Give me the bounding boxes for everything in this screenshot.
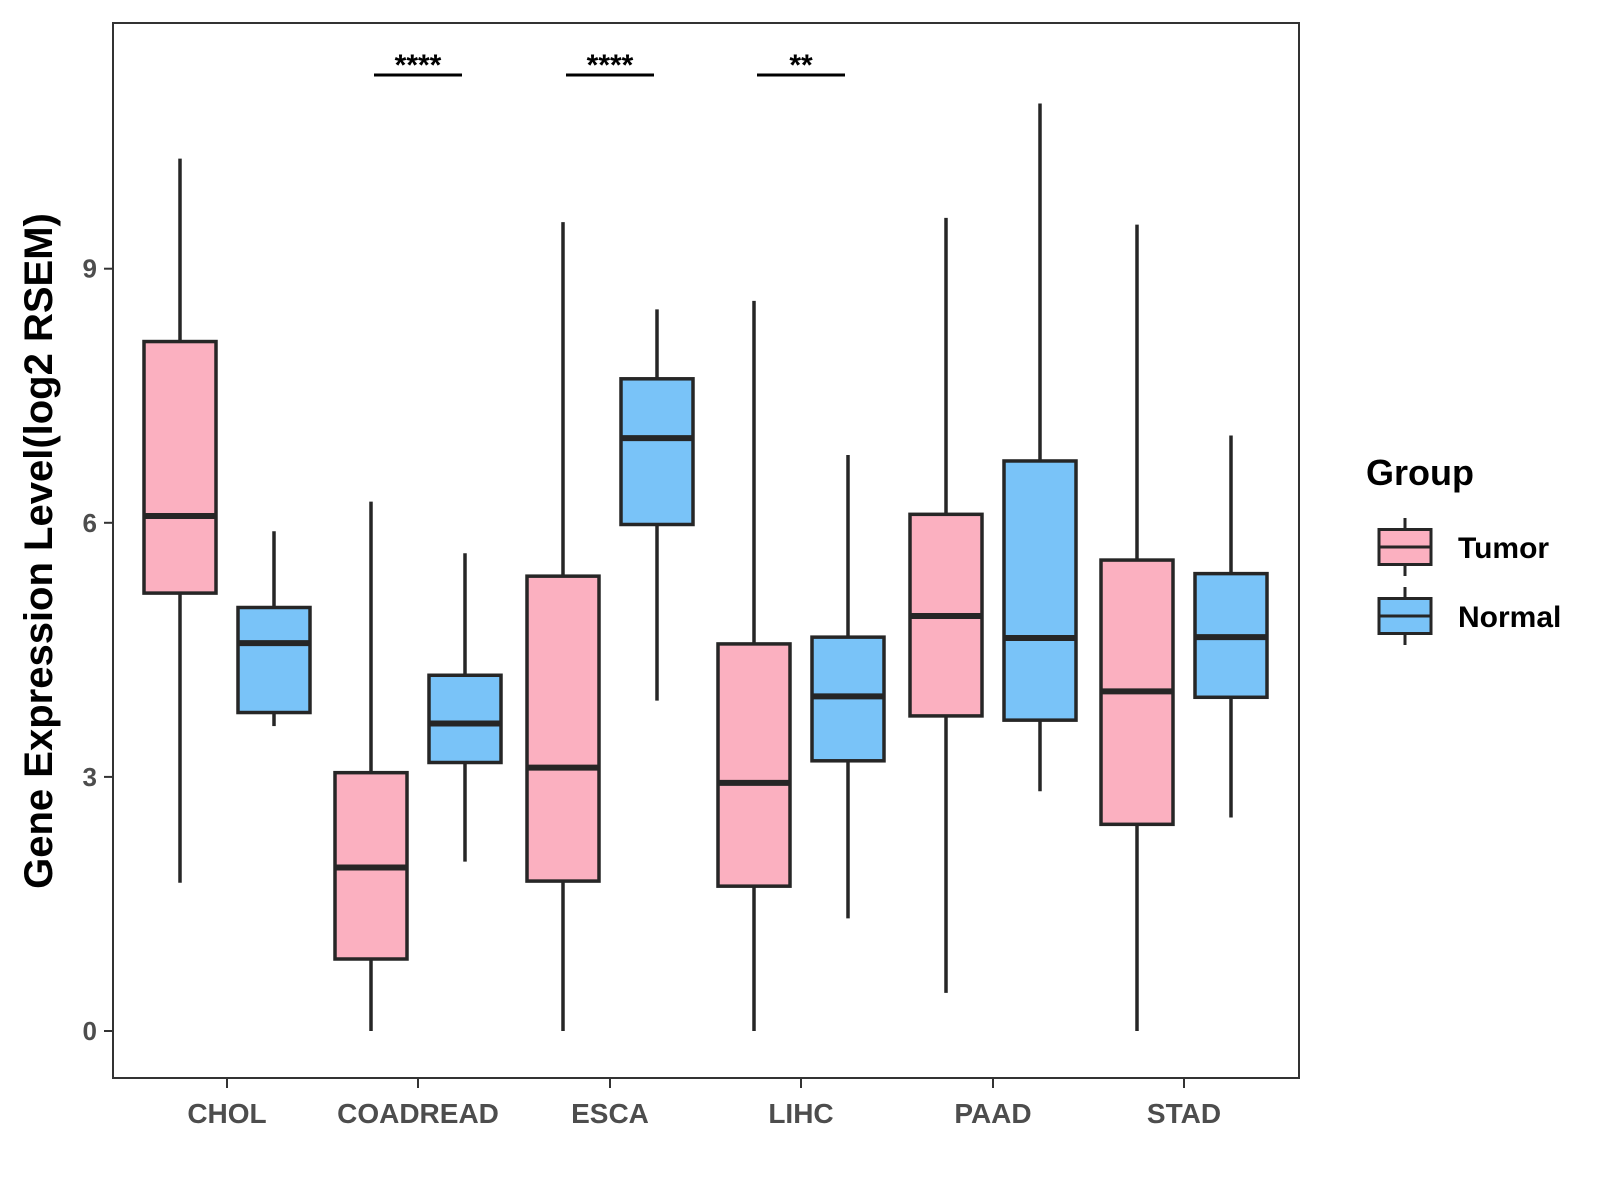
box-tumor-lihc — [716, 300, 792, 1031]
significance-label: **** — [395, 49, 442, 82]
box-body — [142, 339, 218, 595]
box-group — [142, 103, 1269, 1031]
y-axis: 0 3 6 9 — [83, 254, 113, 1046]
box-body — [619, 377, 695, 527]
box-body — [427, 673, 503, 765]
x-tick-label: STAD — [1147, 1098, 1221, 1129]
box-normal-stad — [1193, 435, 1269, 818]
box-tumor-esca — [525, 222, 601, 1031]
box-body — [1002, 459, 1078, 722]
significance-annotations: **** **** ** — [374, 49, 845, 82]
legend-title: Group — [1366, 452, 1474, 493]
box-tumor-coadread — [333, 501, 409, 1031]
legend-label: Tumor — [1458, 532, 1549, 565]
legend: Group Tumor Normal — [1366, 452, 1561, 645]
y-tick-label: 0 — [83, 1016, 97, 1046]
y-tick-label: 3 — [83, 762, 97, 792]
x-tick-label: COADREAD — [337, 1098, 499, 1129]
legend-item-normal: Normal — [1377, 587, 1561, 645]
y-axis-title: Gene Expression Level(log2 RSEM) — [17, 213, 61, 889]
box-body — [716, 642, 792, 888]
x-tick-label: ESCA — [571, 1098, 649, 1129]
box-tumor-chol — [142, 158, 218, 883]
box-normal-coadread — [427, 553, 503, 862]
y-tick-label: 6 — [83, 508, 97, 538]
box-tumor-stad — [1099, 224, 1175, 1031]
legend-label: Normal — [1458, 601, 1561, 634]
box-tumor-paad — [908, 217, 984, 993]
box-normal-chol — [236, 531, 312, 727]
panel-border — [112, 22, 1300, 1079]
x-axis: CHOL COADREAD ESCA LIHC PAAD STAD — [187, 1078, 1221, 1129]
x-tick-label: CHOL — [187, 1098, 266, 1129]
significance-label: ** — [789, 49, 813, 82]
x-tick-label: PAAD — [954, 1098, 1031, 1129]
x-tick-label: LIHC — [768, 1098, 833, 1129]
box-normal-esca — [619, 309, 695, 701]
y-tick-label: 9 — [83, 254, 97, 284]
box-body — [525, 574, 601, 883]
box-body — [236, 605, 312, 715]
legend-item-tumor: Tumor — [1377, 518, 1549, 576]
box-normal-lihc — [810, 455, 886, 919]
significance-label: **** — [587, 49, 634, 82]
box-normal-paad — [1002, 103, 1078, 792]
